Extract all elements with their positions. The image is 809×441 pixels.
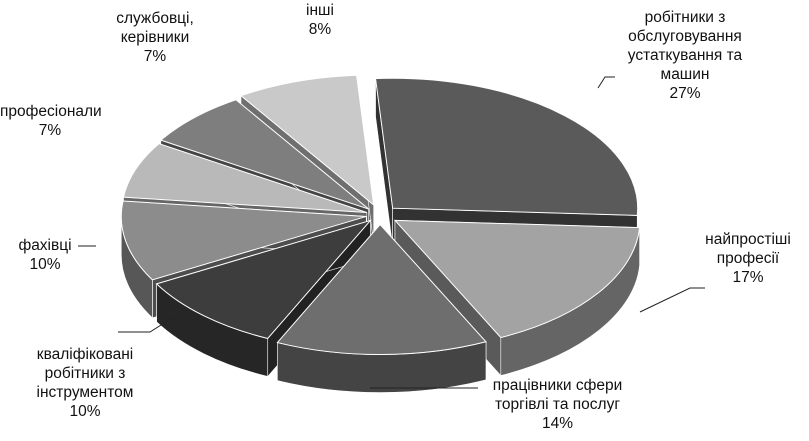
slice-top-trade-services — [276, 223, 487, 356]
pie-tops — [120, 74, 641, 356]
slice-top-specialists — [120, 200, 367, 281]
slice-top-simple-professions — [393, 219, 641, 339]
slice-top-clerks-managers — [159, 99, 369, 210]
slice-top-skilled-workers — [155, 219, 372, 340]
slice-top-workers-machines — [374, 77, 639, 216]
slice-top-professionals — [122, 143, 367, 214]
label-workers-machines: робітники з обслуговування устаткування … — [627, 9, 743, 102]
label-skilled-workers: кваліфіковані робітники з інструментом 1… — [36, 346, 134, 420]
label-specialists: фахівці 10% — [18, 237, 72, 273]
label-others: інші 8% — [306, 2, 334, 38]
label-simple-professions: найпростіші професії 17% — [705, 231, 791, 286]
leader-lines — [78, 76, 705, 389]
slice-top-others — [239, 74, 375, 207]
label-clerks-managers: службовці, керівники 7% — [116, 10, 194, 65]
leader-line — [118, 317, 173, 333]
leader-line — [639, 287, 705, 313]
label-professionals: професіонали 7% — [0, 103, 102, 139]
label-trade-services: працівники сфери торгівлі та послуг 14% — [492, 377, 623, 432]
leader-line — [597, 76, 615, 89]
